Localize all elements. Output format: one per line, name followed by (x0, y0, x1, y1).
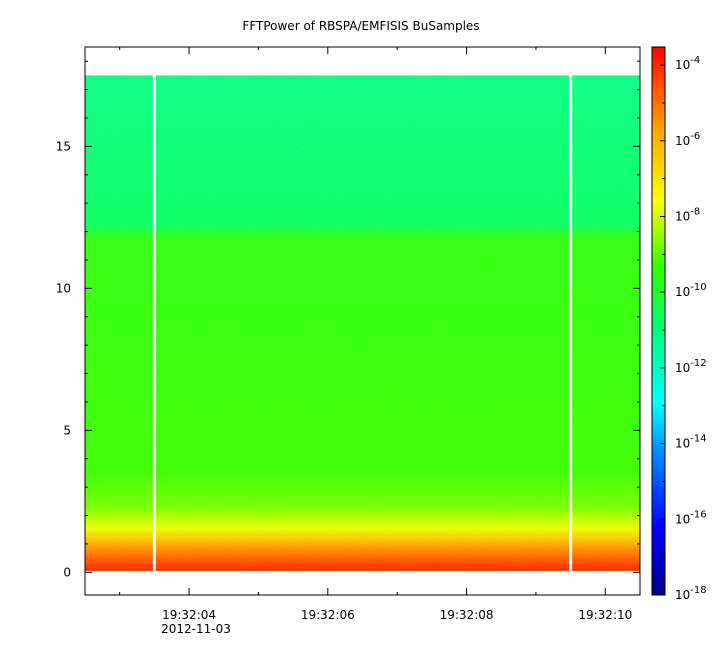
x-tick-label: 19:32:08 (440, 608, 494, 622)
colorbar-tick-label: 10-14 (675, 434, 707, 451)
colorbar-tick-label: 10-8 (675, 206, 700, 223)
plot-frame (84, 46, 641, 596)
colorbar-gradient (652, 47, 665, 595)
y-tick-label: 5 (63, 423, 71, 437)
plot-area: 0 5 10 15 19:32:04 19:32:06 19:32:08 19:32:10 (56, 46, 641, 622)
x-date-label: 2012-11-03 (161, 622, 231, 636)
y-tick-label: 15 (56, 139, 71, 153)
colorbar: 10-4 10-6 10-8 10-10 10-12 10-14 10-16 10-18 (651, 46, 707, 602)
colorbar-tick-label: 10-6 (675, 131, 700, 148)
data-gap (152, 75, 156, 571)
x-tick-label: 19:32:06 (301, 608, 355, 622)
chart-title: FFTPower of RBSPA/EMFISIS BuSamples (242, 19, 479, 33)
colorbar-tick-label: 10-18 (675, 585, 707, 602)
colorbar-tick-label: 10-10 (675, 282, 707, 299)
x-tick-label: 19:32:04 (162, 608, 216, 622)
y-tick-label: 0 (63, 565, 71, 579)
colorbar-tick-label: 10-16 (675, 509, 707, 526)
spectrogram-noise (85, 75, 640, 571)
colorbar-tick-label: 10-4 (675, 55, 700, 72)
data-gap (569, 75, 573, 571)
y-tick-label: 10 (56, 281, 71, 295)
colorbar-tick-label: 10-12 (675, 358, 707, 375)
colorbar-frame (651, 46, 666, 596)
x-tick-label: 19:32:10 (578, 608, 632, 622)
